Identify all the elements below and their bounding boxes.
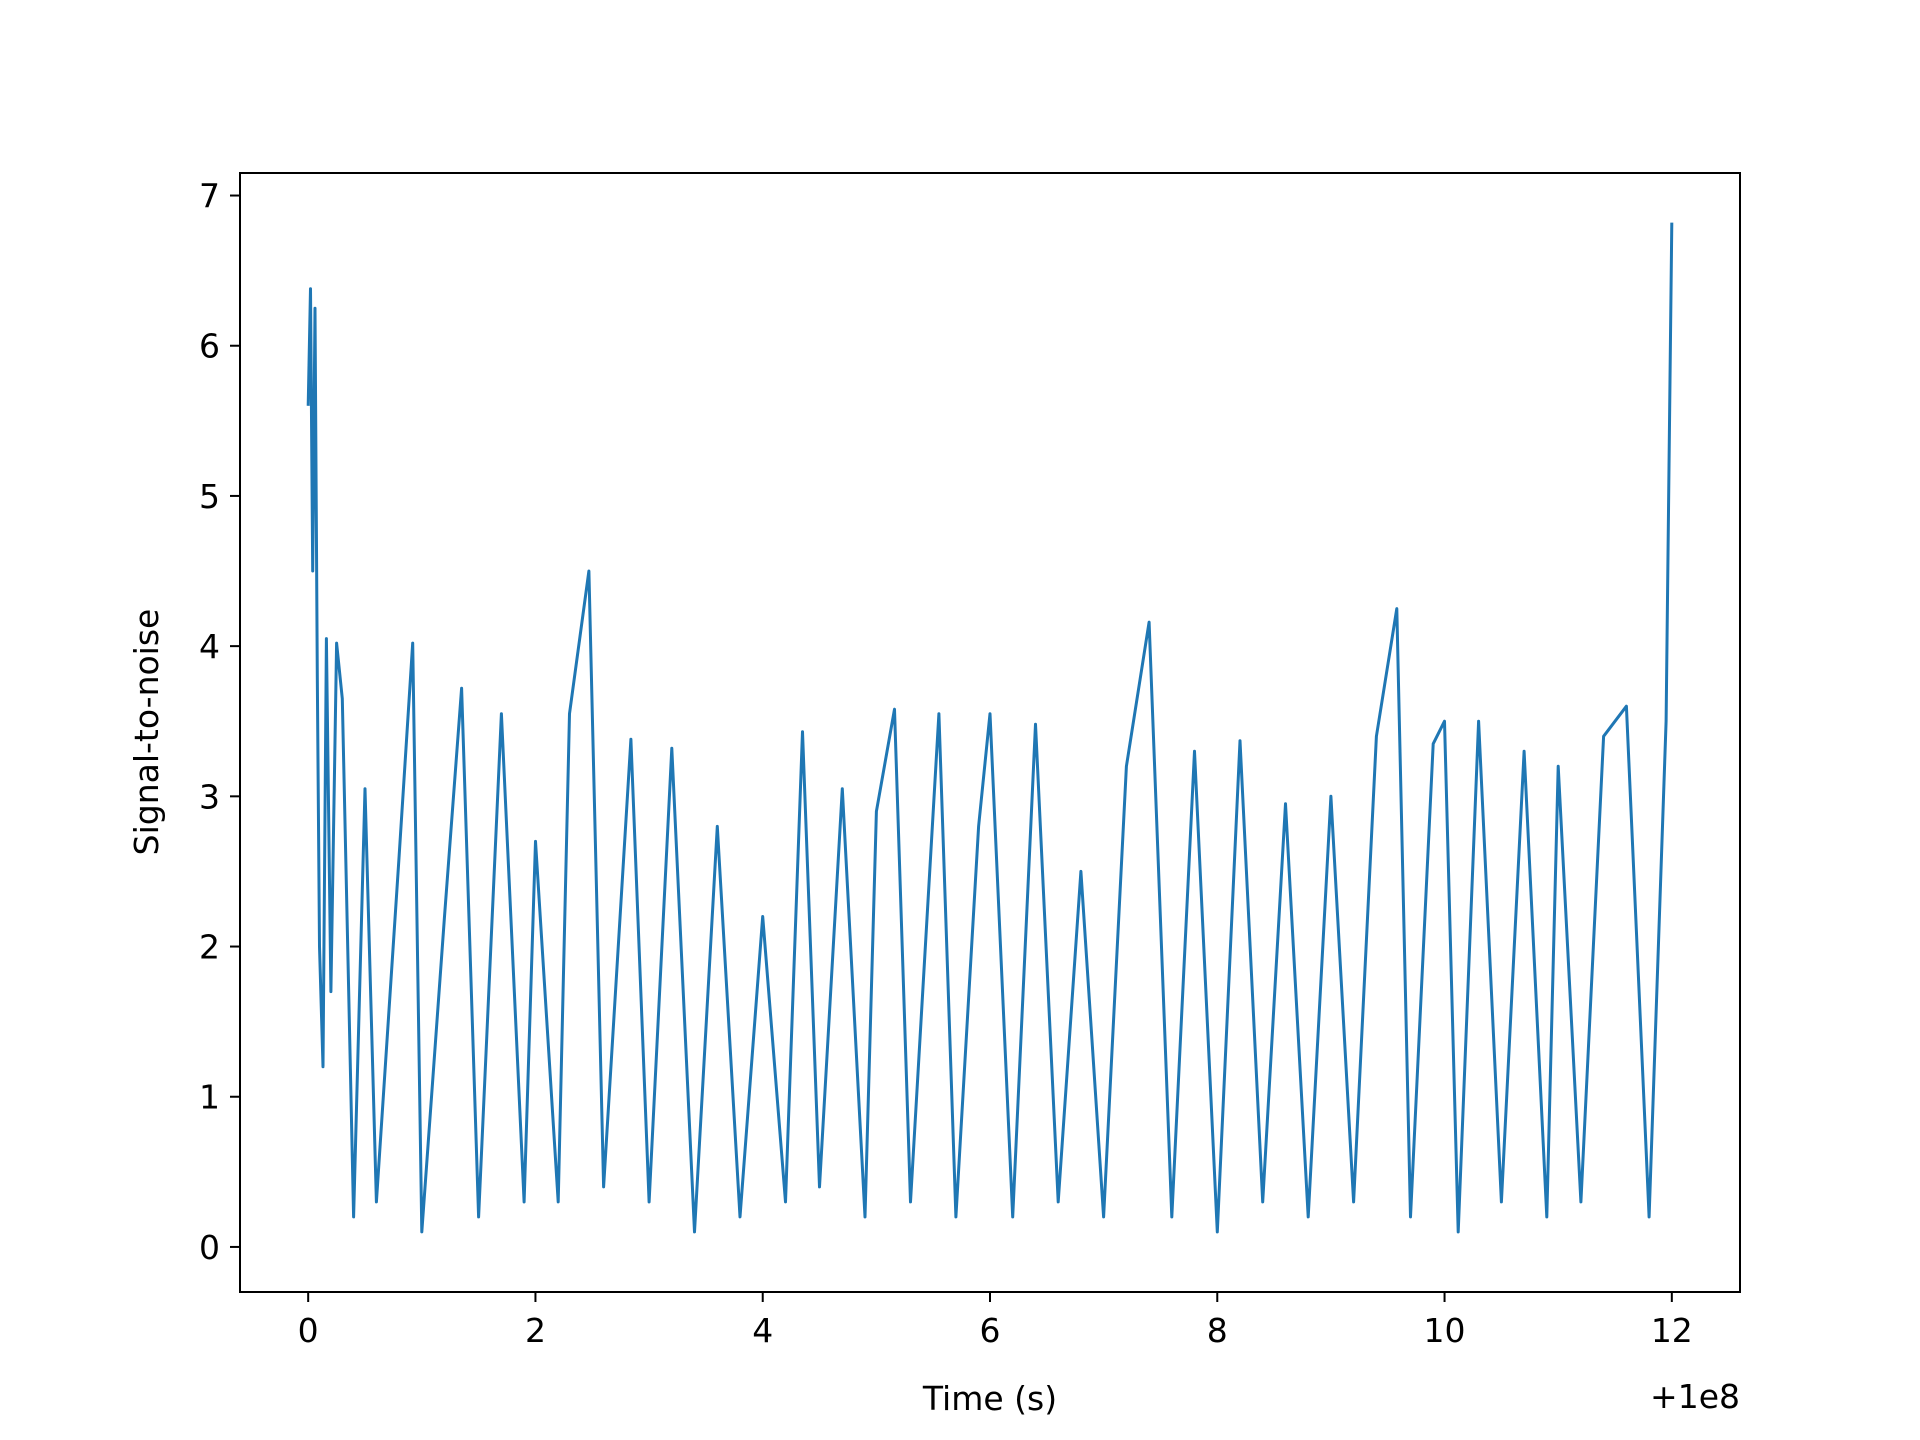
y-tick-label: 7 bbox=[199, 177, 220, 216]
y-tick-label: 1 bbox=[199, 1078, 220, 1117]
y-tick-label: 4 bbox=[199, 627, 220, 666]
x-axis-label: Time (s) bbox=[922, 1379, 1057, 1418]
x-tick-label: 8 bbox=[1207, 1311, 1228, 1350]
y-tick-label: 2 bbox=[199, 928, 220, 967]
x-tick-label: 0 bbox=[298, 1311, 319, 1350]
y-axis-label: Signal-to-noise bbox=[127, 609, 166, 856]
y-tick-label: 3 bbox=[199, 777, 220, 816]
y-axis: 0 1 2 3 4 5 6 7 bbox=[199, 177, 240, 1267]
plot-area bbox=[239, 172, 1741, 1293]
series-layer bbox=[306, 222, 1674, 1234]
snr-series-line bbox=[306, 222, 1674, 1234]
x-tick-label: 4 bbox=[752, 1311, 773, 1350]
y-tick-label: 5 bbox=[199, 477, 220, 516]
x-tick-label: 2 bbox=[525, 1311, 546, 1350]
x-tick-label: 10 bbox=[1424, 1311, 1466, 1350]
x-axis: 0 2 4 6 8 10 12 bbox=[298, 1292, 1693, 1350]
x-tick-label: 12 bbox=[1651, 1311, 1693, 1350]
y-tick-label: 0 bbox=[199, 1228, 220, 1267]
x-offset-label: +1e8 bbox=[1650, 1377, 1740, 1416]
y-tick-label: 6 bbox=[199, 327, 220, 366]
x-tick-label: 6 bbox=[980, 1311, 1001, 1350]
